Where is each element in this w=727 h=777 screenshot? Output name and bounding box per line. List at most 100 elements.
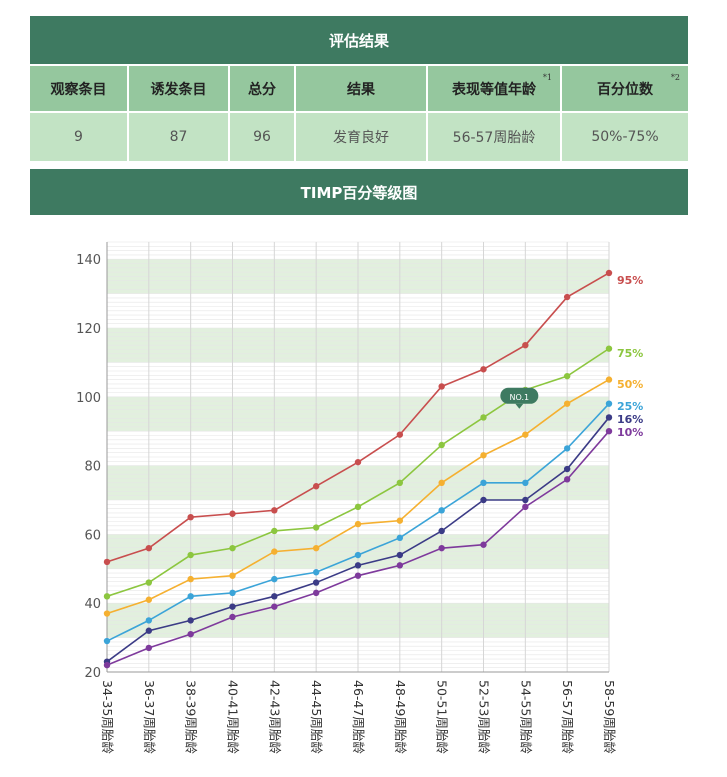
y-tick-label: 40: [84, 597, 101, 612]
header-percentile: 百分位数 *2: [562, 66, 688, 111]
data-point: [145, 627, 153, 634]
x-tick-label: 42-43周胎龄: [267, 680, 282, 754]
x-tick-label: 56-57周胎龄: [560, 680, 575, 754]
data-point: [480, 496, 487, 504]
data-point: [480, 479, 487, 486]
data-point: [187, 630, 194, 638]
data-point: [187, 593, 194, 600]
cell-total-score: 96: [230, 113, 294, 161]
data-point: [438, 441, 445, 449]
data-point: [229, 603, 236, 610]
x-tick-label: 54-55周胎龄: [518, 680, 533, 754]
data-point: [145, 617, 153, 624]
x-tick-label: 52-53周胎龄: [477, 680, 492, 754]
cell-elicited-items: 87: [129, 113, 228, 161]
data-point: [563, 372, 571, 380]
result-table-title: 评估结果: [30, 16, 688, 64]
data-point: [271, 548, 278, 555]
x-tick-label: 58-59周胎龄: [602, 680, 617, 754]
y-tick-label: 140: [76, 253, 101, 268]
data-point: [396, 534, 404, 542]
data-point: [145, 579, 153, 586]
data-point: [438, 383, 445, 390]
data-point: [522, 342, 529, 349]
data-point: [271, 603, 278, 610]
y-tick-label: 100: [76, 391, 101, 406]
data-point: [145, 644, 153, 652]
header-total-score: 总分: [230, 66, 294, 111]
data-point: [605, 269, 613, 277]
x-tick-label: 36-37周胎龄: [142, 680, 157, 754]
series-label: 16%: [617, 413, 643, 426]
data-point: [312, 589, 320, 597]
data-point: [563, 400, 571, 407]
data-point: [271, 507, 278, 514]
header-equivalent-age: 表现等值年龄 *1: [428, 66, 560, 111]
data-point: [522, 479, 529, 486]
data-point: [229, 572, 236, 579]
data-point: [563, 465, 571, 473]
header-elicited-items: 诱发条目: [129, 66, 228, 111]
data-point: [103, 661, 111, 669]
data-point: [354, 458, 362, 466]
data-point: [229, 613, 236, 621]
data-point: [271, 593, 278, 600]
cell-result: 发育良好: [296, 113, 426, 161]
data-point: [438, 544, 445, 552]
series-label: 75%: [617, 347, 643, 360]
result-grid: 观察条目 诱发条目 总分 结果 表现等值年龄 *1 百分位数 *2 9 87 96 …: [30, 66, 688, 161]
y-tick-label: 80: [84, 460, 101, 475]
chart-section-title: TIMP百分等级图: [30, 169, 688, 215]
data-point: [354, 572, 362, 579]
data-point: [438, 479, 445, 486]
result-table: 评估结果 观察条目 诱发条目 总分 结果 表现等值年龄 *1 百分位数 *2 9 8…: [30, 16, 688, 161]
data-point: [103, 593, 111, 600]
data-point: [605, 414, 613, 421]
data-point: [354, 551, 362, 559]
data-point: [103, 558, 111, 566]
data-point: [103, 637, 111, 645]
data-point: [480, 414, 487, 421]
data-point: [354, 503, 362, 511]
y-tick-label: 60: [84, 528, 101, 543]
percentile-chart: 20 40 60 80 100 120 140 34-35周胎龄 36-37周胎龄 38-39周胎…: [76, 241, 643, 754]
data-point: [271, 527, 278, 535]
cell-observation-items: 9: [30, 113, 127, 161]
x-tick-label: 44-45周胎龄: [309, 680, 324, 754]
y-tick-label: 120: [76, 322, 101, 337]
x-tick-label: 48-49周胎龄: [393, 680, 408, 754]
data-point: [187, 514, 194, 521]
x-tick-label: 46-47周胎龄: [351, 680, 366, 754]
data-point: [563, 445, 571, 452]
footnote-1: *1: [542, 73, 552, 82]
x-tick-label: 34-35周胎龄: [100, 680, 115, 754]
data-point: [229, 544, 236, 552]
marker-bubble: [500, 387, 539, 404]
footnote-2: *2: [670, 73, 680, 82]
data-point: [605, 376, 613, 383]
series-label: 50%: [617, 378, 643, 391]
data-point: [396, 551, 404, 559]
marker-label: NO.1: [510, 393, 530, 402]
data-point: [312, 483, 320, 490]
data-point: [354, 520, 362, 528]
data-point: [480, 366, 487, 373]
data-point: [187, 617, 194, 624]
data-point: [354, 562, 362, 569]
cell-percentile: 50%-75%: [562, 113, 688, 161]
data-point: [605, 400, 613, 407]
data-point: [522, 431, 529, 438]
data-point: [312, 579, 320, 586]
data-point: [271, 575, 278, 583]
data-point: [522, 503, 529, 511]
data-point: [312, 544, 320, 552]
x-tick-label: 50-51周胎龄: [435, 680, 450, 754]
data-point: [145, 596, 153, 603]
data-point: [605, 345, 613, 352]
data-point: [396, 562, 404, 569]
data-point: [480, 541, 487, 548]
x-tick-label: 38-39周胎龄: [184, 680, 199, 754]
series-label: 25%: [617, 400, 643, 413]
data-point: [312, 524, 320, 531]
data-point: [605, 428, 613, 435]
